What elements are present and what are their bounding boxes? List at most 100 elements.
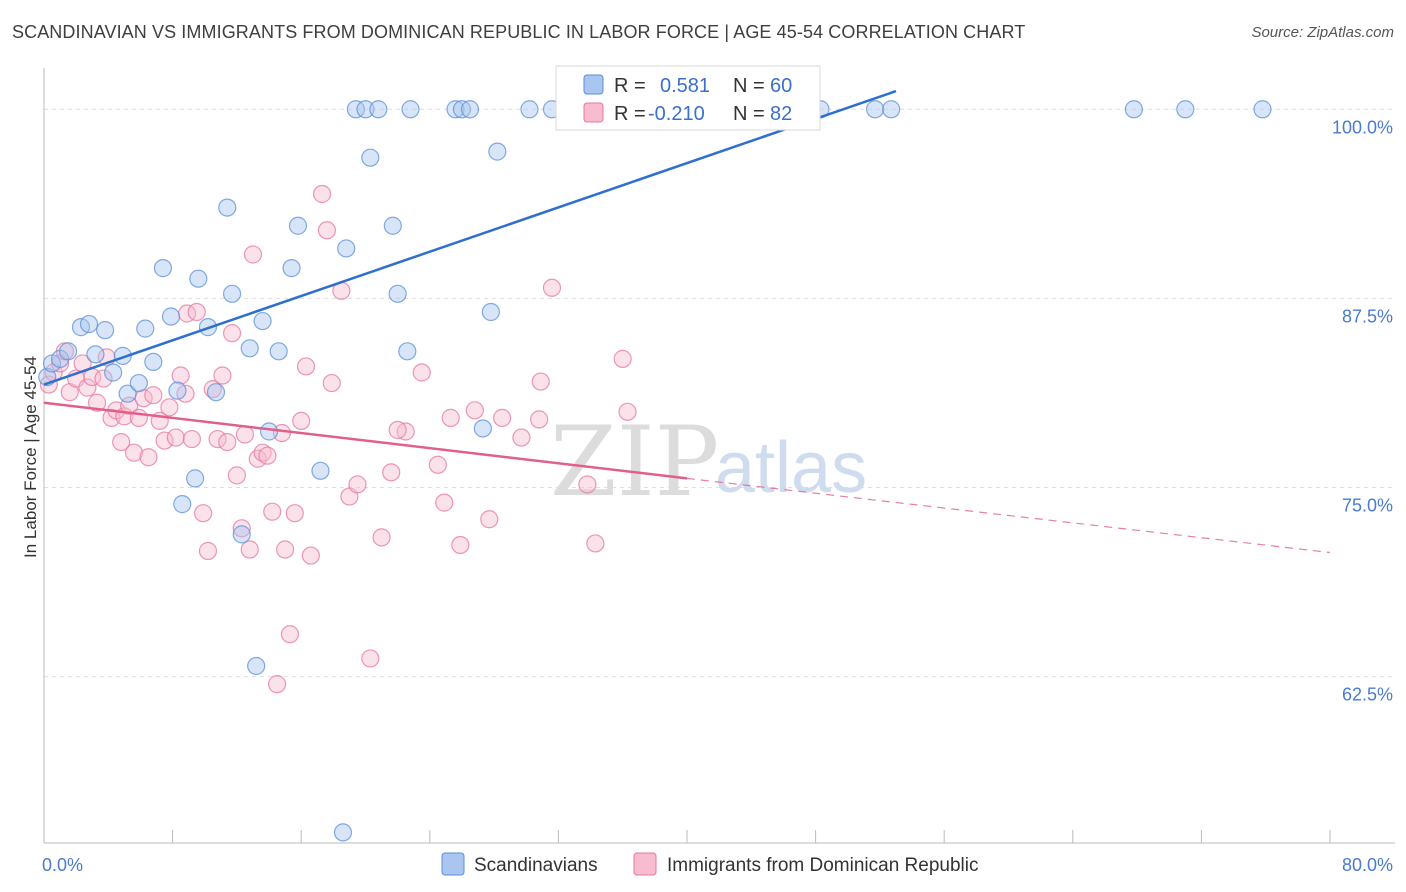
scandinavians-point-31: [288, 216, 308, 235]
scandinavians-point-49: [520, 100, 539, 119]
scandinavians-point-58: [1124, 100, 1143, 119]
scandinavians-point-8: [104, 363, 123, 382]
dominican-point-7: [78, 378, 97, 397]
legend-r-value-2: -0.210: [648, 103, 705, 125]
scandinavians-point-7: [95, 321, 115, 340]
dominican-point-77: [586, 534, 605, 553]
scandinavians-point-45: [460, 100, 480, 119]
scandinavians-point-23: [222, 284, 242, 303]
scandinavians-point-24: [232, 525, 251, 544]
x-tick-labels: 0.0% 80.0%: [42, 855, 1393, 875]
y-tick-label-0: 100.0%: [1332, 117, 1393, 137]
legend-r-label-1: R =: [614, 75, 646, 97]
y-axis-label: In Labor Force | Age 45-54: [21, 356, 40, 558]
dominican-point-71: [480, 510, 499, 529]
dominican-point-53: [296, 357, 316, 376]
legend-r-label-2: R =: [614, 103, 646, 125]
trend-line-dominican-extension: [686, 477, 1331, 554]
scandinavians-point-25: [240, 339, 259, 358]
dominican-point-67: [435, 493, 454, 512]
watermark-zip: ZIP: [550, 406, 719, 518]
x-tick-label-0: 0.0%: [42, 855, 83, 875]
scandinavians-point-33: [333, 823, 353, 842]
dominican-point-50: [280, 625, 300, 644]
scandinavians-point-59: [1176, 100, 1195, 119]
legend-n-value-2: 82: [770, 103, 792, 125]
dominican-point-23: [155, 431, 174, 450]
dominican-point-38: [227, 466, 246, 485]
bottom-legend-label-1: Scandinavians: [474, 855, 598, 876]
dominican-point-81: [613, 349, 632, 368]
dominican-point-17: [124, 443, 144, 462]
scandinavians-point-22: [218, 198, 237, 217]
series-immigrants-dominican-points: [39, 184, 637, 694]
scandinavians-point-56: [865, 100, 885, 119]
scandinavians-point-13: [144, 352, 163, 372]
scandinavians-point-14: [153, 259, 173, 278]
y-tick-label-1: 87.5%: [1342, 306, 1393, 326]
grid-lines: [44, 108, 1395, 678]
scandinavians-point-6: [86, 345, 105, 364]
dominican-point-78: [618, 402, 637, 421]
dominican-point-76: [578, 475, 597, 494]
scandinavians-point-40: [388, 284, 407, 303]
dominican-point-55: [312, 184, 332, 204]
dominican-point-14: [112, 432, 131, 452]
scandinavians-point-30: [282, 259, 301, 278]
dominican-point-60: [348, 475, 367, 494]
scandinavians-point-29: [269, 342, 288, 361]
scandinavians-point-41: [398, 342, 417, 361]
trend-line-scandinavians: [43, 89, 897, 386]
scandinavians-point-16: [168, 381, 187, 400]
dominican-point-49: [276, 540, 295, 559]
dominican-point-62: [372, 528, 391, 547]
dominican-point-65: [412, 363, 431, 382]
bottom-legend: Scandinavians Immigrants from Dominican …: [441, 852, 979, 876]
scandinavians-point-18: [186, 469, 205, 488]
legend-n-label-2: N =: [733, 103, 765, 125]
dominican-point-18: [129, 408, 148, 427]
dominican-point-74: [531, 372, 550, 391]
bottom-legend-label-2: Immigrants from Dominican Republic: [667, 855, 979, 876]
dominican-point-36: [218, 432, 237, 452]
scandinavians-point-43: [446, 100, 465, 119]
dominican-point-72: [493, 408, 512, 427]
scandinavians-point-3: [59, 342, 78, 361]
scandinavians-point-27: [253, 311, 272, 331]
dominican-point-44: [253, 443, 272, 462]
trend-lines: [43, 89, 1331, 554]
scandinavians-point-15: [161, 307, 181, 326]
x-tick-label-1: 80.0%: [1342, 855, 1393, 875]
dominican-point-80: [530, 410, 549, 429]
scandinavians-point-57: [882, 100, 901, 119]
dominican-point-40: [235, 425, 255, 444]
dominican-point-35: [213, 366, 232, 385]
scandinavians-point-32: [311, 461, 330, 480]
scandinavians-point-17: [173, 495, 192, 514]
dominican-point-63: [382, 463, 401, 482]
trend-line-dominican: [43, 401, 688, 480]
scandinavians-point-35: [346, 100, 365, 119]
dominican-point-9: [87, 393, 107, 412]
watermark: ZIP atlas: [550, 406, 867, 518]
dominican-point-20: [139, 448, 158, 467]
watermark-atlas: atlas: [715, 428, 867, 508]
dominican-point-61: [361, 649, 380, 668]
dominican-point-47: [267, 675, 287, 694]
scandinavians-point-36: [356, 100, 375, 119]
dominican-point-70: [465, 401, 484, 420]
dominican-point-46: [263, 502, 282, 521]
legend-swatch-blue: [583, 74, 604, 95]
dominican-point-33: [203, 380, 222, 399]
y-tick-labels: 100.0% 87.5% 75.0% 62.5%: [1332, 117, 1393, 704]
dominican-point-57: [322, 373, 341, 393]
bottom-legend-swatch-blue: [441, 852, 465, 876]
chart-title: SCANDINAVIAN VS IMMIGRANTS FROM DOMINICA…: [12, 22, 1026, 42]
dominican-point-68: [441, 408, 460, 427]
scandinavians-point-28: [259, 422, 279, 441]
dominican-point-32: [198, 541, 218, 561]
dominican-point-75: [542, 278, 562, 297]
dominican-point-26: [171, 366, 190, 385]
dominican-point-52: [292, 411, 311, 431]
